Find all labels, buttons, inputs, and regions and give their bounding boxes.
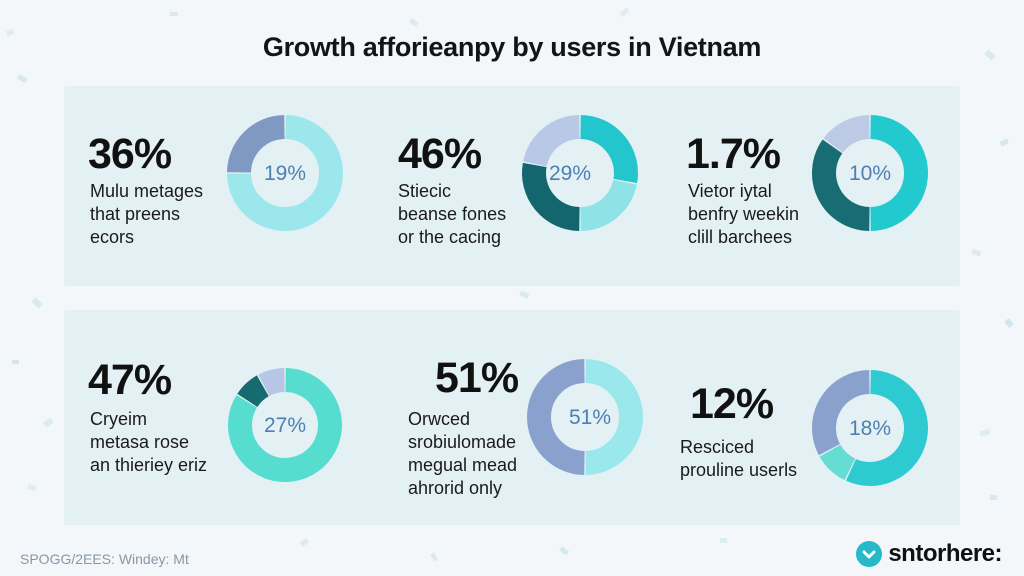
brand-logo: sntorhere: — [856, 540, 1002, 568]
donut-chart: 19% — [227, 115, 343, 231]
donut-segment — [522, 162, 581, 231]
donut-segment — [823, 115, 871, 154]
donut-chart: 29% — [522, 115, 638, 231]
donut-segment — [812, 370, 871, 456]
stat-description: Resciced prouline userls — [680, 436, 797, 482]
stat-value: 12% — [690, 380, 774, 428]
donut-chart: 18% — [812, 370, 928, 486]
donut-segment — [819, 444, 856, 481]
description-line: or the cacing — [398, 227, 502, 247]
donut-center-label: 51% — [569, 406, 611, 429]
donut-center-label: 27% — [264, 414, 306, 437]
stat-value: 47% — [88, 356, 172, 404]
donut-segment — [869, 115, 928, 231]
description-line: megual mead — [408, 455, 518, 475]
donut-segment — [237, 375, 270, 408]
stat-description: Stiecic beanse fones or the cacing — [398, 180, 506, 249]
donut-chart: 10% — [812, 115, 928, 231]
stat-description: Mulu metages that preens ecors — [90, 180, 203, 249]
donut-segment — [227, 115, 343, 231]
donut-center-label: 29% — [549, 162, 591, 185]
brand-name: sntorhere: — [888, 540, 1002, 567]
description-line: Mulu metages — [90, 181, 204, 201]
source-caption: SPOGG/2EES: Windey: Mt — [20, 551, 189, 567]
description-line: benfry weekin — [688, 204, 800, 224]
description-line: Vietor iytal — [688, 181, 772, 201]
donut-segment — [258, 368, 286, 397]
chart-title: Growth afforieanpy by users in Vietnam — [262, 32, 762, 62]
description-line: clill barchees — [688, 227, 793, 247]
stat-value: 36% — [88, 130, 172, 178]
description-line: Cryeim — [90, 409, 147, 429]
donut-segment — [527, 359, 586, 475]
stat-value: 51% — [435, 354, 519, 402]
stat-description: Orwced srobiulomade megual mead ahrorid onl… — [408, 408, 517, 500]
description-line: prouline userls — [680, 460, 798, 480]
donut-segment — [227, 115, 286, 174]
stats-panel-top — [64, 86, 960, 286]
description-line: that preens — [90, 204, 181, 224]
donut-segment — [579, 115, 638, 184]
description-line: beanse fones — [398, 204, 507, 224]
stat-value: 1.7% — [686, 130, 781, 178]
stat-description: Vietor iytal benfry weekin clill barchees — [688, 180, 799, 249]
stat-description: Cryeim metasa rose an thieriey eriz — [90, 408, 207, 477]
donut-center-label: 10% — [849, 162, 891, 185]
description-line: ahrorid only — [408, 478, 503, 498]
donut-center-label: 19% — [264, 162, 306, 185]
description-line: Stiecic — [398, 181, 452, 201]
donut-segment — [579, 179, 637, 231]
description-line: metasa rose — [90, 432, 190, 452]
description-line: Orwced — [408, 409, 471, 429]
donut-chart: 27% — [228, 368, 342, 482]
stats-panel-bottom — [64, 310, 960, 525]
donut-chart: 51% — [527, 359, 643, 475]
description-line: an thieriey eriz — [90, 455, 208, 475]
donut-segment — [846, 370, 928, 486]
description-line: ecors — [90, 227, 135, 247]
donut-segment — [584, 359, 643, 475]
donut-segment — [523, 115, 581, 167]
brand-icon — [856, 541, 883, 567]
donut-center-label: 18% — [849, 417, 891, 440]
donut-segment — [812, 139, 871, 231]
description-line: Resciced — [680, 437, 755, 457]
description-line: srobiulomade — [408, 432, 517, 452]
stat-value: 46% — [398, 130, 482, 178]
donut-segment — [228, 368, 342, 482]
